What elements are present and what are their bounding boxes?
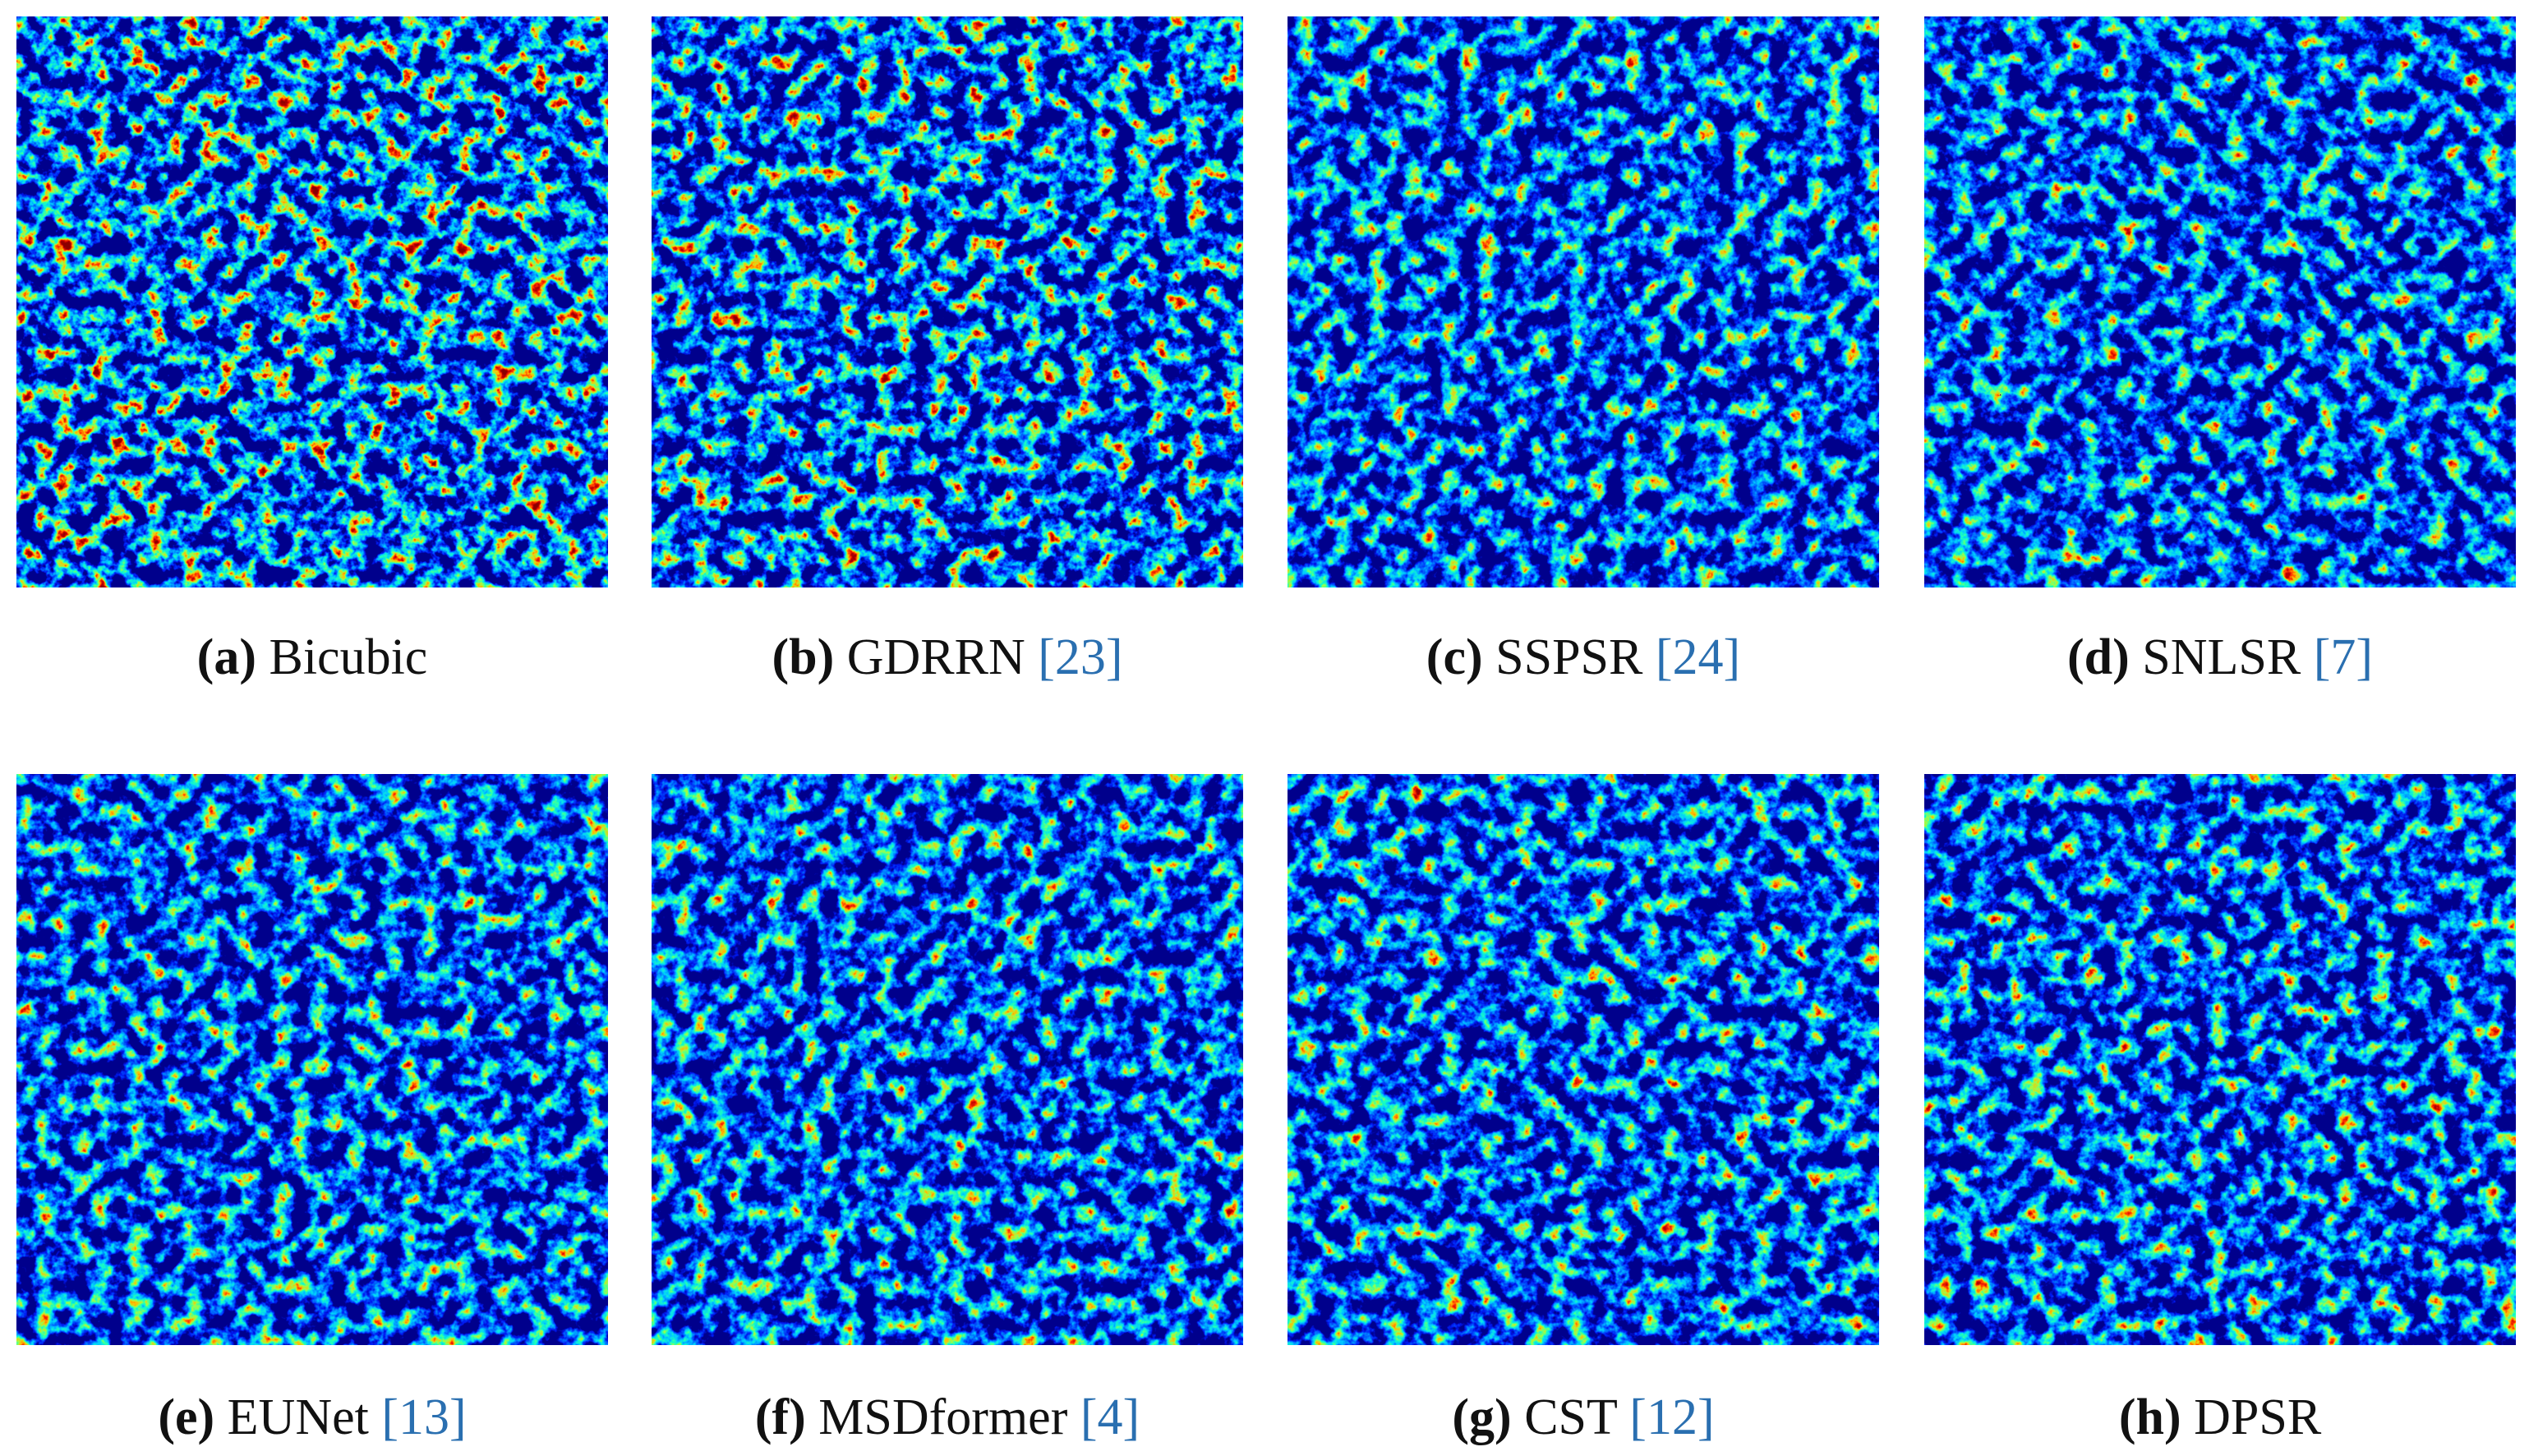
caption-letter: (h) — [2118, 1389, 2181, 1445]
error-map — [1924, 774, 2516, 1345]
error-map — [652, 16, 1243, 587]
caption-ref[interactable]: [24] — [1655, 629, 1741, 685]
caption: (f) MSDformer [4] — [635, 1389, 1260, 1447]
caption-method: MSDformer — [818, 1389, 1068, 1445]
caption-letter: (b) — [772, 629, 835, 685]
caption: (g) CST [12] — [1271, 1389, 1896, 1447]
error-map — [16, 16, 608, 587]
caption-ref[interactable]: [7] — [2313, 629, 2374, 685]
caption-ref[interactable]: [12] — [1629, 1389, 1715, 1445]
caption-letter: (c) — [1426, 629, 1483, 685]
caption-letter: (d) — [2066, 629, 2130, 685]
caption: (a) Bicubic — [0, 629, 624, 687]
caption-method: DPSR — [2194, 1389, 2322, 1445]
error-map — [1924, 16, 2516, 587]
caption-ref[interactable]: [4] — [1080, 1389, 1140, 1445]
caption-letter: (e) — [158, 1389, 215, 1445]
caption-method: SNLSR — [2142, 629, 2301, 685]
caption-method: EUNet — [227, 1389, 369, 1445]
caption-letter: (f) — [754, 1389, 806, 1445]
caption-letter: (a) — [196, 629, 256, 685]
caption-method: SSPSR — [1495, 629, 1643, 685]
caption: (c) SSPSR [24] — [1271, 629, 1896, 687]
caption: (b) GDRRN [23] — [635, 629, 1260, 687]
caption-method: Bicubic — [269, 629, 428, 685]
caption-ref[interactable]: [23] — [1038, 629, 1123, 685]
error-map — [652, 774, 1243, 1345]
caption: (e) EUNet [13] — [0, 1389, 624, 1447]
caption-ref[interactable]: [13] — [381, 1389, 467, 1445]
error-map — [1288, 774, 1879, 1345]
caption-method: GDRRN — [846, 629, 1025, 685]
caption-method: CST — [1524, 1389, 1617, 1445]
error-map — [1288, 16, 1879, 587]
caption: (d) SNLSR [7] — [1908, 629, 2529, 687]
caption: (h) DPSR — [1908, 1389, 2529, 1447]
caption-letter: (g) — [1452, 1389, 1512, 1445]
error-map — [16, 774, 608, 1345]
